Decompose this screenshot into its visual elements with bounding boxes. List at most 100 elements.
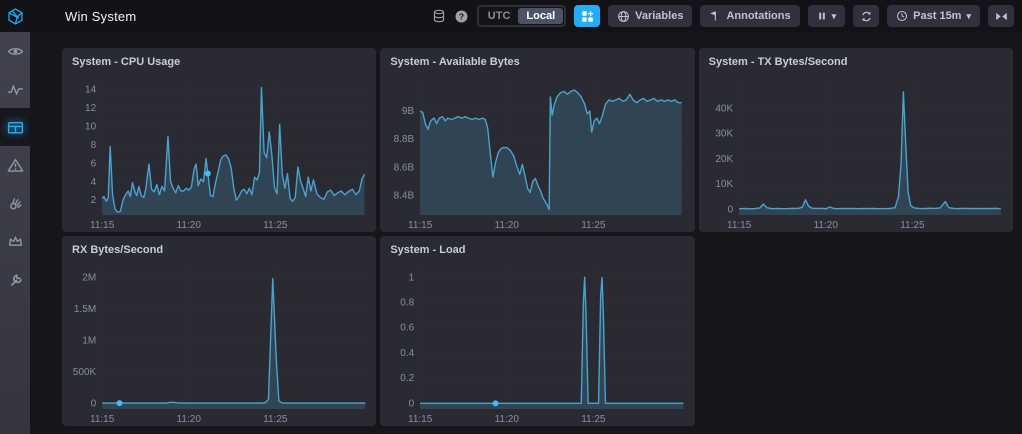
x-axis-tick-label: 11:15 (727, 220, 752, 231)
y-axis-tick-label: 0.8 (401, 298, 415, 309)
crown-icon (7, 233, 24, 250)
x-axis-tick-label: 11:25 (263, 414, 288, 425)
pause-refresh-dropdown-button[interactable]: ▾ (808, 5, 846, 27)
write-data-button[interactable] (432, 9, 446, 23)
cell-rx-bytes: RX Bytes/Second 11:1511:2011:250500K1M1.… (62, 236, 376, 426)
y-axis-tick-label: 8.4B (394, 190, 415, 201)
y-axis-tick-label: 1 (409, 272, 415, 283)
x-axis-tick-label: 11:20 (177, 220, 202, 231)
cell-available-bytes: System - Available Bytes 11:15 11:20 11:25… (380, 48, 694, 232)
header-toolbar: ? UTC Local Variables (432, 5, 1022, 27)
cell-title[interactable]: System - Available Bytes (380, 48, 694, 74)
timezone-toggle: UTC Local (477, 5, 566, 27)
nav-sidebar (0, 32, 30, 434)
annotations-label: Annotations (726, 10, 790, 22)
sidebar-item-dashboards[interactable] (0, 108, 30, 146)
annotations-button[interactable]: Annotations (700, 5, 799, 27)
hand-icon (7, 195, 24, 212)
y-axis-tick-label: 8.8B (394, 134, 415, 145)
y-axis-tick-label: 14 (85, 84, 97, 95)
x-axis-tick-label: 11:20 (813, 220, 838, 231)
sidebar-item-host-list[interactable] (0, 32, 30, 70)
chart-rx-bytes[interactable]: 11:1511:2011:250500K1M1.5M2M (62, 262, 376, 426)
refresh-button[interactable] (853, 5, 879, 27)
presentation-mode-icon (995, 10, 1008, 23)
cell-grid: System - CPU Usage 11:1511:2011:25246810… (62, 48, 1013, 426)
sidebar-item-data-explorer[interactable] (0, 70, 30, 108)
x-axis-tick-label: 11:20 (177, 414, 202, 425)
cell-system-load: System - Load 11:1511:2011:2500.20.40.60… (380, 236, 694, 426)
pause-icon (817, 11, 827, 21)
cell-title[interactable]: System - Load (380, 236, 694, 262)
data-point-marker (493, 400, 499, 406)
x-axis-tick-label: 11:25 (582, 220, 607, 231)
chevron-down-icon: ▾ (832, 12, 837, 21)
app-logo[interactable] (0, 0, 30, 32)
top-header: Win System ? UTC Local (0, 0, 1022, 32)
chart-tx-bytes[interactable]: 11:1511:2011:25010K20K30K40K (699, 74, 1013, 232)
data-point-marker (205, 170, 211, 176)
influx-cubo-logo-icon (7, 8, 24, 25)
chart-system-load[interactable]: 11:1511:2011:2500.20.40.60.81 (380, 262, 694, 426)
y-axis-tick-label: 0 (727, 204, 733, 215)
y-axis-tick-label: 2 (91, 195, 97, 206)
cell-title[interactable]: System - TX Bytes/Second (699, 48, 1013, 74)
empty-grid-slot (699, 236, 1013, 426)
page-title: Win System (65, 9, 136, 24)
chart-available-bytes[interactable]: 11:1511:2011:258.4B8.6B8.8B9B (380, 74, 694, 232)
data-point-marker (116, 400, 122, 406)
series-area (420, 277, 683, 409)
pulse-graph-icon (7, 81, 24, 98)
eye-icon (7, 43, 24, 60)
clock-icon (896, 10, 908, 22)
cell-cpu-usage: System - CPU Usage 11:1511:2011:25246810… (62, 48, 376, 232)
series-line (420, 277, 683, 403)
timezone-option-utc[interactable]: UTC (480, 8, 519, 24)
y-axis-tick-label: 1M (82, 335, 96, 346)
series-area (102, 279, 365, 409)
x-axis-tick-label: 11:25 (263, 220, 288, 231)
cell-title[interactable]: System - CPU Usage (62, 48, 376, 74)
dashboards-icon (7, 119, 24, 136)
y-axis-tick-label: 6 (91, 158, 97, 169)
svg-text:?: ? (459, 11, 464, 21)
x-axis-tick-label: 11:15 (408, 220, 433, 231)
sidebar-item-alerting[interactable] (0, 146, 30, 184)
x-axis-tick-label: 11:15 (408, 414, 433, 425)
variables-label: Variables (635, 10, 683, 22)
x-axis-tick-label: 11:15 (90, 414, 115, 425)
alert-triangle-icon (7, 157, 24, 174)
timezone-option-local[interactable]: Local (518, 8, 563, 24)
y-axis-tick-label: 40K (715, 103, 733, 114)
y-axis-tick-label: 12 (85, 103, 97, 114)
x-axis-tick-label: 11:25 (900, 220, 925, 231)
x-axis-tick-label: 11:25 (582, 414, 607, 425)
cell-tx-bytes: System - TX Bytes/Second 11:15 11:20 11:25… (699, 48, 1013, 232)
cell-title[interactable]: RX Bytes/Second (62, 236, 376, 262)
x-axis-tick-label: 11:20 (495, 414, 520, 425)
help-button[interactable]: ? (454, 9, 469, 24)
x-axis-tick-label: 11:15 (90, 220, 115, 231)
sidebar-item-admin[interactable] (0, 184, 30, 222)
sidebar-item-configuration[interactable] (0, 260, 30, 298)
presentation-mode-button[interactable] (988, 5, 1014, 27)
y-axis-tick-label: 0.2 (401, 373, 415, 384)
variables-button[interactable]: Variables (608, 5, 692, 27)
time-range-dropdown[interactable]: Past 15m ▾ (887, 5, 980, 27)
series-area (739, 92, 1001, 215)
add-cell-grid-icon (581, 10, 594, 23)
time-range-label: Past 15m (913, 10, 961, 22)
y-axis-tick-label: 10 (85, 121, 97, 132)
y-axis-tick-label: 10K (715, 179, 733, 190)
y-axis-tick-label: 30K (715, 129, 733, 140)
y-axis-tick-label: 4 (91, 177, 97, 188)
sidebar-item-influxdb-admin[interactable] (0, 222, 30, 260)
annotation-flag-icon (709, 10, 721, 22)
y-axis-tick-label: 0.4 (401, 348, 415, 359)
chart-cpu-usage[interactable]: 11:1511:2011:252468101214 (62, 74, 376, 232)
globe-icon (617, 10, 630, 23)
x-axis-tick-label: 11:20 (495, 220, 520, 231)
help-icon: ? (454, 9, 469, 24)
add-cell-button[interactable] (574, 5, 600, 27)
refresh-icon (860, 10, 873, 23)
